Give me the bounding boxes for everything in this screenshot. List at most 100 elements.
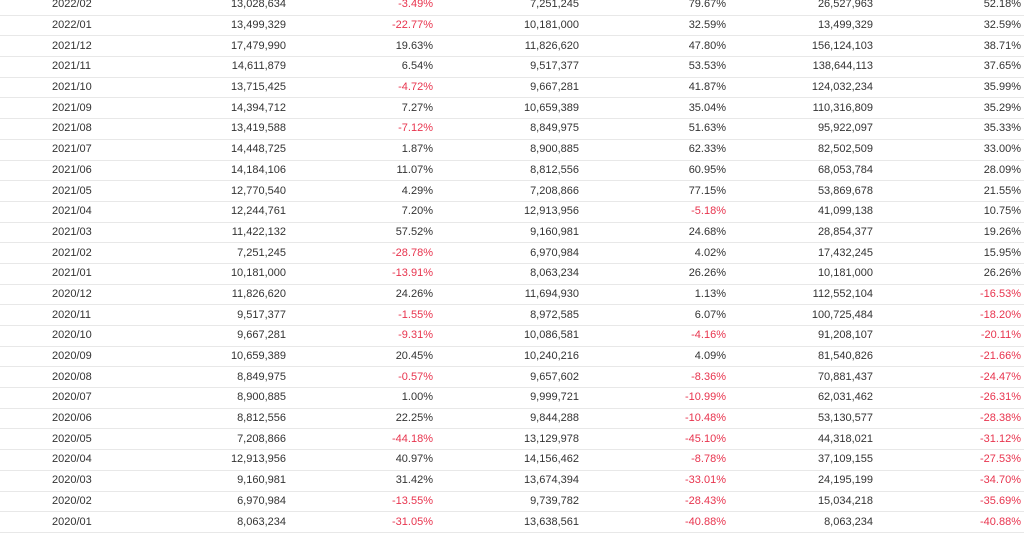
monthly-value-cell: 7,208,866 <box>136 428 286 451</box>
table-row: 2021/07 14,448,725 1.87% 8,900,885 62.33% 82,… <box>0 139 1024 161</box>
cumulative-change-cell: -31.12% <box>873 428 1024 451</box>
cumulative-change-cell: 52.18% <box>873 0 1024 16</box>
month-cell: 2021/07 <box>0 139 136 161</box>
prior-year-value-cell: 7,251,245 <box>433 0 579 16</box>
yoy-change-cell: -40.88% <box>579 511 726 533</box>
prior-year-value-cell: 9,657,602 <box>433 366 579 389</box>
cumulative-change-cell: -20.11% <box>873 325 1024 347</box>
cumulative-change-cell: 21.55% <box>873 180 1024 202</box>
month-cell: 2022/02 <box>0 0 136 16</box>
monthly-value-cell: 14,611,879 <box>136 56 286 78</box>
table-row: 2021/06 14,184,106 11.07% 8,812,556 60.95% 68… <box>0 160 1024 182</box>
yoy-change-cell: 6.07% <box>579 304 726 326</box>
monthly-value-cell: 9,160,981 <box>136 470 286 492</box>
yoy-change-cell: -4.16% <box>579 325 726 347</box>
mom-change-cell: -7.12% <box>286 118 433 140</box>
table-row: 2020/03 9,160,981 31.42% 13,674,394 -33.01% 2… <box>0 470 1024 492</box>
month-cell: 2020/10 <box>0 325 136 347</box>
mom-change-cell: 7.27% <box>286 97 433 120</box>
table-row: 2020/02 6,970,984 -13.55% 9,739,782 -28.43% 1… <box>0 491 1024 513</box>
mom-change-cell: 4.29% <box>286 180 433 202</box>
table-row: 2020/12 11,826,620 24.26% 11,694,930 1.13% 11… <box>0 284 1024 306</box>
month-cell: 2020/11 <box>0 304 136 326</box>
yoy-change-cell: 79.67% <box>579 0 726 16</box>
month-cell: 2021/05 <box>0 180 136 202</box>
cumulative-value-cell: 17,432,245 <box>726 242 873 264</box>
mom-change-cell: 31.42% <box>286 470 433 492</box>
cumulative-value-cell: 37,109,155 <box>726 449 873 471</box>
month-cell: 2020/04 <box>0 449 136 471</box>
yoy-change-cell: 1.13% <box>579 284 726 306</box>
prior-year-value-cell: 8,900,885 <box>433 139 579 161</box>
table-row: 2021/10 13,715,425 -4.72% 9,667,281 41.87% 12… <box>0 77 1024 99</box>
cumulative-change-cell: 38.71% <box>873 35 1024 58</box>
month-cell: 2020/05 <box>0 428 136 451</box>
monthly-value-cell: 12,913,956 <box>136 449 286 471</box>
cumulative-change-cell: 32.59% <box>873 15 1024 37</box>
prior-year-value-cell: 6,970,984 <box>433 242 579 264</box>
table-row: 2020/08 8,849,975 -0.57% 9,657,602 -8.36% 70,… <box>0 366 1024 389</box>
cumulative-change-cell: 37.65% <box>873 56 1024 78</box>
table-row: 2021/02 7,251,245 -28.78% 6,970,984 4.02% 17,… <box>0 242 1024 264</box>
month-cell: 2021/12 <box>0 35 136 58</box>
cumulative-change-cell: -26.31% <box>873 387 1024 409</box>
prior-year-value-cell: 9,739,782 <box>433 491 579 513</box>
prior-year-value-cell: 9,999,721 <box>433 387 579 409</box>
cumulative-value-cell: 41,099,138 <box>726 201 873 223</box>
month-cell: 2020/03 <box>0 470 136 492</box>
prior-year-value-cell: 9,667,281 <box>433 77 579 99</box>
prior-year-value-cell: 8,972,585 <box>433 304 579 326</box>
table-row: 2020/05 7,208,866 -44.18% 13,129,978 -45.10%… <box>0 428 1024 451</box>
prior-year-value-cell: 14,156,462 <box>433 449 579 471</box>
mom-change-cell: -1.55% <box>286 304 433 326</box>
month-cell: 2020/06 <box>0 408 136 430</box>
table-row: 2020/10 9,667,281 -9.31% 10,086,581 -4.16% 91… <box>0 325 1024 347</box>
cumulative-value-cell: 156,124,103 <box>726 35 873 58</box>
cumulative-value-cell: 82,502,509 <box>726 139 873 161</box>
month-cell: 2021/09 <box>0 97 136 120</box>
table-row: 2021/11 14,611,879 6.54% 9,517,377 53.53% 138… <box>0 56 1024 78</box>
yoy-change-cell: 60.95% <box>579 160 726 182</box>
yoy-change-cell: 47.80% <box>579 35 726 58</box>
mom-change-cell: -9.31% <box>286 325 433 347</box>
cumulative-change-cell: 10.75% <box>873 201 1024 223</box>
cumulative-value-cell: 28,854,377 <box>726 222 873 244</box>
yoy-change-cell: -10.48% <box>579 408 726 430</box>
cumulative-value-cell: 15,034,218 <box>726 491 873 513</box>
mom-change-cell: -44.18% <box>286 428 433 451</box>
yoy-change-cell: 35.04% <box>579 97 726 120</box>
month-cell: 2021/02 <box>0 242 136 264</box>
mom-change-cell: -4.72% <box>286 77 433 99</box>
cumulative-change-cell: 26.26% <box>873 263 1024 285</box>
cumulative-change-cell: -21.66% <box>873 346 1024 368</box>
cumulative-value-cell: 112,552,104 <box>726 284 873 306</box>
cumulative-value-cell: 44,318,021 <box>726 428 873 451</box>
monthly-value-cell: 8,812,556 <box>136 408 286 430</box>
monthly-value-cell: 6,970,984 <box>136 491 286 513</box>
table-row: 2021/08 13,419,588 -7.12% 8,849,975 51.63% 95… <box>0 118 1024 140</box>
prior-year-value-cell: 8,063,234 <box>433 263 579 285</box>
cumulative-value-cell: 13,499,329 <box>726 15 873 37</box>
month-cell: 2020/07 <box>0 387 136 409</box>
prior-year-value-cell: 10,240,216 <box>433 346 579 368</box>
monthly-value-cell: 11,422,132 <box>136 222 286 244</box>
prior-year-value-cell: 9,517,377 <box>433 56 579 78</box>
monthly-value-cell: 8,063,234 <box>136 511 286 533</box>
month-cell: 2021/08 <box>0 118 136 140</box>
monthly-value-cell: 14,448,725 <box>136 139 286 161</box>
prior-year-value-cell: 8,812,556 <box>433 160 579 182</box>
prior-year-value-cell: 7,208,866 <box>433 180 579 202</box>
prior-year-value-cell: 8,849,975 <box>433 118 579 140</box>
yoy-change-cell: -33.01% <box>579 470 726 492</box>
cumulative-value-cell: 26,527,963 <box>726 0 873 16</box>
yoy-change-cell: 4.09% <box>579 346 726 368</box>
mom-change-cell: 1.87% <box>286 139 433 161</box>
cumulative-value-cell: 62,031,462 <box>726 387 873 409</box>
cumulative-value-cell: 68,053,784 <box>726 160 873 182</box>
table-row: 2020/09 10,659,389 20.45% 10,240,216 4.09% 81… <box>0 346 1024 368</box>
mom-change-cell: 6.54% <box>286 56 433 78</box>
prior-year-value-cell: 10,181,000 <box>433 15 579 37</box>
monthly-value-cell: 8,900,885 <box>136 387 286 409</box>
